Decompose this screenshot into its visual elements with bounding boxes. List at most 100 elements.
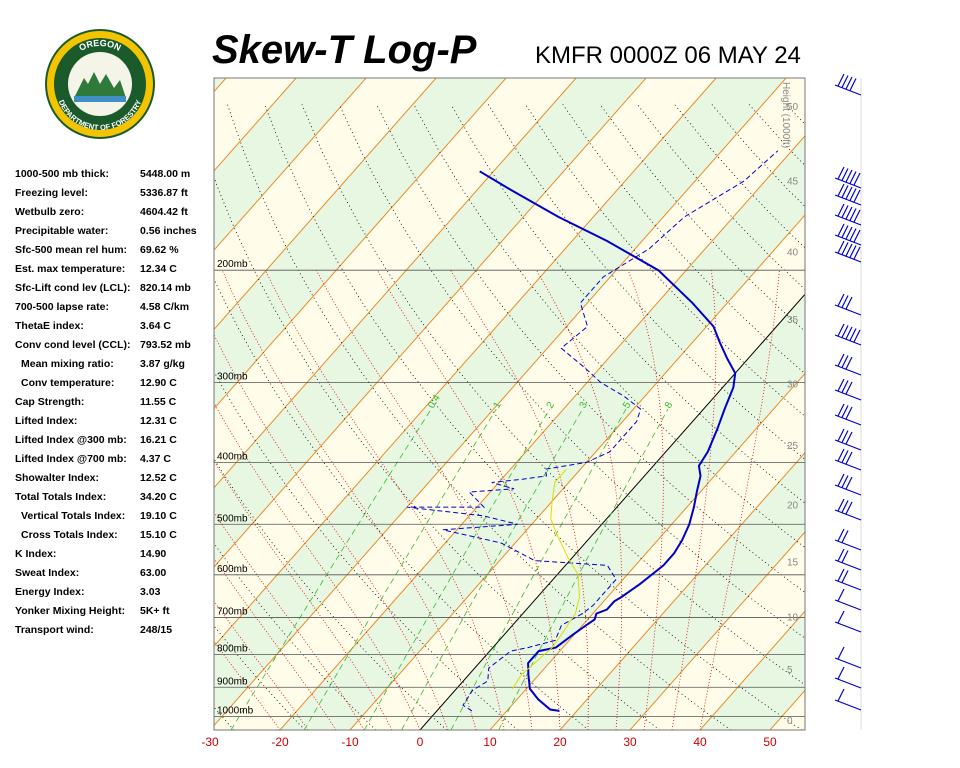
isotherm	[279, 135, 805, 730]
wind-barb	[834, 588, 862, 611]
isotherm	[0, 78, 16, 730]
wind-barb	[834, 646, 862, 669]
index-label: Mean mixing ratio:	[21, 358, 114, 370]
index-label: Precipitable water:	[15, 225, 109, 237]
x-tick-label: 40	[693, 735, 707, 749]
plot-area	[0, 78, 960, 730]
index-value: 14.90	[140, 548, 167, 560]
oregon-forestry-logo: OREGON DEPARTMENT OF FORESTRY	[44, 28, 156, 140]
moist-adiabat	[214, 557, 337, 730]
wind-barb	[834, 293, 862, 316]
pressure-label: 500mb	[217, 513, 248, 524]
x-tick-label: -10	[341, 735, 359, 749]
height-tick-label: 0	[787, 716, 793, 727]
height-axis-label: Height (1000ft)	[780, 82, 791, 148]
mixing-ratio-line	[498, 408, 669, 730]
parcel-line	[511, 468, 581, 690]
index-label: Vertical Totals Index:	[21, 510, 126, 522]
wind-barb	[834, 473, 862, 496]
mixing-ratio-label: 8	[663, 400, 676, 411]
index-value: 12.52 C	[140, 472, 177, 484]
index-label: Lifted Index @700 mb:	[15, 453, 127, 465]
isotherm	[699, 610, 805, 730]
index-row: Lifted Index @300 mb: 16.21 C	[15, 434, 215, 453]
index-value: 11.55 C	[140, 396, 177, 408]
moist-adiabat	[214, 402, 421, 730]
isotherm	[0, 78, 156, 730]
x-tick-label: 30	[623, 735, 637, 749]
pressure-label: 400mb	[217, 451, 248, 462]
index-value: 69.62 %	[140, 244, 179, 256]
isotherm	[214, 78, 647, 568]
index-row: Precipitable water: 0.56 inches	[15, 225, 215, 244]
wind-barb	[834, 403, 862, 426]
pressure-label: 900mb	[217, 676, 248, 687]
index-label: K Index:	[15, 548, 57, 560]
dry-adiabat	[264, 104, 803, 730]
index-label: Freezing level:	[15, 187, 88, 199]
mixing-ratio-line	[303, 408, 497, 730]
height-tick-label: 30	[787, 379, 799, 390]
dewpoint-line	[406, 150, 779, 712]
isotherm	[214, 78, 227, 93]
dry-adiabat	[450, 104, 805, 504]
moist-adiabat	[221, 270, 477, 730]
x-tick-label: 50	[763, 735, 777, 749]
dry-adiabat	[214, 278, 590, 730]
wind-barb	[834, 73, 862, 96]
moist-adiabat	[627, 270, 664, 730]
mixing-ratio-line	[401, 408, 583, 730]
index-value: 16.21 C	[140, 434, 177, 446]
index-row: Cap Strength: 11.55 C	[15, 396, 215, 415]
index-row: 700-500 lapse rate: 4.58 C/km	[15, 301, 215, 320]
pressure-label: 600mb	[217, 564, 248, 575]
isotherm-band	[0, 78, 86, 730]
index-value: 12.34 C	[140, 263, 177, 275]
index-value: 793.52 mb	[140, 339, 191, 351]
plot-frame	[213, 77, 806, 731]
index-value: 15.10 C	[140, 529, 177, 541]
index-label: Energy Index:	[15, 586, 85, 598]
height-tick-label: 35	[787, 315, 799, 326]
moist-adiabat	[450, 269, 589, 730]
index-value: 4.37 C	[140, 453, 171, 465]
index-value: 4.58 C/km	[140, 301, 190, 313]
x-tick-label: -20	[271, 735, 289, 749]
isotherm	[214, 78, 717, 648]
moist-adiabat	[214, 511, 365, 730]
mixing-ratio-label: 2	[545, 400, 558, 411]
moist-adiabat	[536, 269, 623, 730]
index-value: 4604.42 ft	[140, 206, 188, 218]
chart-title: Skew-T Log-P	[212, 28, 477, 72]
index-value: 5K+ ft	[140, 605, 170, 617]
index-value: 3.87 g/kg	[140, 358, 185, 370]
index-label: Transport wind:	[15, 624, 94, 636]
isotherm	[214, 78, 507, 410]
dry-adiabat	[214, 706, 235, 730]
wind-barb	[834, 498, 862, 521]
index-value: 248/15	[140, 624, 173, 636]
index-value: 5336.87 ft	[140, 187, 188, 199]
index-row: ThetaE index: 3.64 C	[15, 320, 215, 339]
height-tick-label: 40	[787, 247, 799, 258]
isotherm	[214, 78, 367, 251]
mixing-ratio-line	[363, 408, 550, 730]
x-tick-label: 0	[417, 735, 424, 749]
moist-adiabat	[214, 460, 393, 730]
index-label: Total Totals Index:	[15, 491, 107, 503]
index-value: 5448.00 m	[140, 168, 191, 180]
wind-barb	[834, 203, 862, 226]
index-row: 1000-500 mb thick: 5448.00 m	[15, 168, 215, 187]
index-label: Cross Totals Index:	[21, 529, 118, 541]
x-tick-label: 20	[553, 735, 567, 749]
isotherm	[910, 78, 960, 730]
mixing-ratio-line	[450, 408, 627, 730]
isotherm-band	[214, 78, 227, 92]
moist-adiabat	[214, 333, 449, 730]
logo-top-text: OREGON	[77, 38, 122, 53]
stability-indices-panel: 1000-500 mb thick: 5448.00 m Freezing leve…	[15, 168, 215, 643]
index-row: Transport wind: 248/15	[15, 624, 215, 643]
wind-barb	[834, 610, 862, 633]
isotherm	[349, 214, 805, 730]
